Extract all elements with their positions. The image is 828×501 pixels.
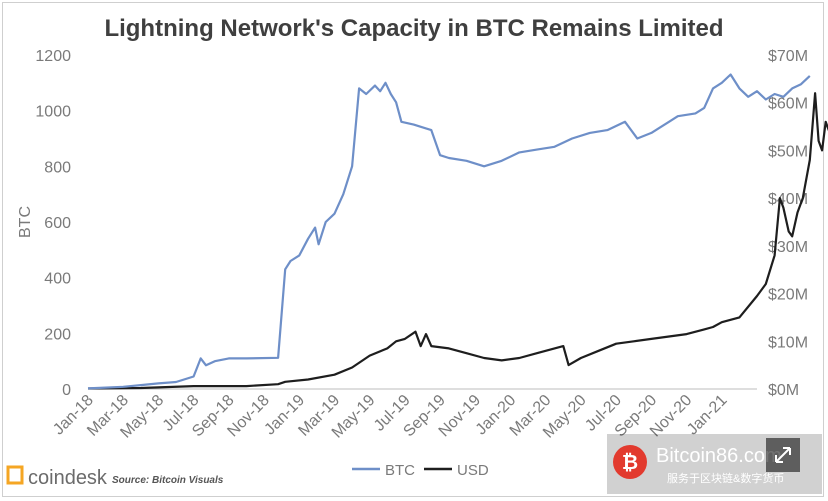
legend: BTC USD xyxy=(352,462,489,479)
chart-title: Lightning Network's Capacity in BTC Rema… xyxy=(104,15,723,42)
y2-tick-label: $0M xyxy=(768,382,799,399)
y-tick-label: 800 xyxy=(44,159,71,176)
y-tick-label: 400 xyxy=(44,271,71,288)
y-tick-label: 1000 xyxy=(35,104,71,121)
y-tick-label: 0 xyxy=(62,382,71,399)
coindesk-logo: coindesk Source: Bitcoin Visuals xyxy=(6,465,224,489)
source-note: Source: Bitcoin Visuals xyxy=(112,475,224,486)
y-tick-label: 1200 xyxy=(35,48,71,65)
y-tick-label: 600 xyxy=(44,215,71,232)
y2-tick-label: $30M xyxy=(768,239,808,256)
y-tick-label: 200 xyxy=(44,326,71,343)
y-axis-left: 0 200 400 600 800 1000 1200 xyxy=(35,48,71,399)
y-axis-right: $0M $10M $20M $30M $40M $50M $60M $70M xyxy=(768,48,808,399)
series-btc-line xyxy=(87,73,811,390)
y2-tick-label: $70M xyxy=(768,48,808,65)
expand-icon xyxy=(775,447,791,463)
y2-tick-label: $20M xyxy=(768,287,808,304)
series-usd-line xyxy=(87,92,828,390)
watermark-text: Bitcoin86.com xyxy=(656,445,782,467)
y2-tick-label: $50M xyxy=(768,143,808,160)
bitcoin-icon-glyph: ₿ xyxy=(622,450,638,474)
x-tick-label: Jan-21 xyxy=(684,392,731,439)
y2-tick-label: $60M xyxy=(768,96,808,113)
y2-tick-label: $10M xyxy=(768,334,808,351)
legend-btc-label: BTC xyxy=(385,462,415,479)
y2-tick-label: $40M xyxy=(768,191,808,208)
coindesk-logo-icon xyxy=(6,465,24,485)
legend-usd-label: USD xyxy=(457,462,489,479)
watermark: ₿ Bitcoin86.com 服务于区块链&数字货币 xyxy=(607,434,822,494)
y-axis-title: BTC xyxy=(17,206,34,238)
watermark-subtext: 服务于区块链&数字货币 xyxy=(667,471,784,485)
bitcoin-icon xyxy=(613,445,647,479)
coindesk-logo-text: coindesk xyxy=(28,467,108,489)
